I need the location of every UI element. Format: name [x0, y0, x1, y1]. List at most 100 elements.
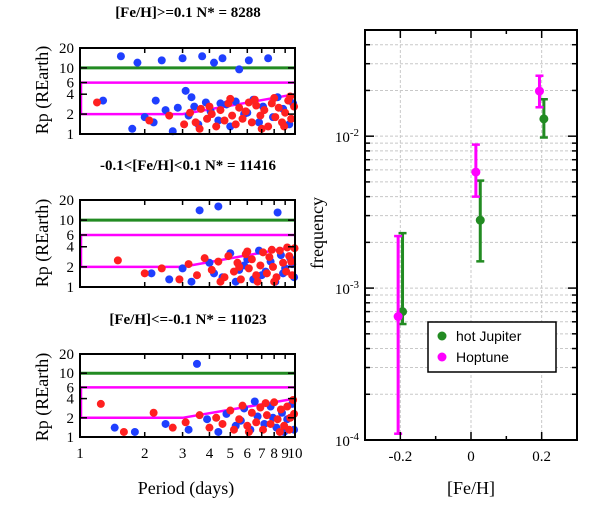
y-tick-label: 4	[67, 240, 75, 256]
blue-planet-point	[110, 423, 119, 432]
blue-planet-point	[161, 419, 170, 428]
y-tick-label: 1	[67, 127, 75, 143]
blue-planet-point	[203, 415, 212, 424]
panel-title: [Fe/H]>=0.1 N* = 8288	[115, 5, 261, 21]
red-planet-point	[218, 419, 227, 428]
red-planet-point	[270, 277, 279, 286]
blue-planet-point	[178, 264, 187, 273]
x-tick-label: 10	[288, 446, 303, 462]
red-planet-point	[260, 106, 269, 115]
red-planet-point	[235, 103, 244, 112]
hoptune-point	[393, 312, 403, 322]
x-tick-label: 9	[281, 446, 289, 462]
y-tick-label: 2	[67, 411, 75, 427]
red-planet-point	[276, 405, 285, 414]
blue-planet-point	[190, 102, 199, 111]
red-planet-point	[229, 425, 238, 434]
blue-planet-point	[264, 54, 273, 63]
red-planet-point	[256, 261, 265, 270]
red-planet-point	[220, 116, 229, 125]
x-tick-label: -0.2	[388, 449, 412, 465]
red-planet-point	[226, 406, 235, 415]
blue-planet-point	[216, 99, 225, 108]
blue-planet-point	[133, 58, 142, 67]
y-tick-label: 2	[67, 260, 75, 276]
red-planet-point	[281, 108, 290, 117]
red-planet-point	[267, 245, 276, 254]
x-tick-label: 3	[179, 446, 187, 462]
red-planet-point	[96, 399, 105, 408]
panel-title: -0.1<[Fe/H]<0.1 N* = 11416	[100, 158, 277, 174]
red-planet-point	[229, 267, 238, 276]
blue-planet-point	[99, 96, 108, 105]
blue-planet-point	[214, 427, 223, 436]
red-planet-point	[212, 413, 221, 422]
plot-frame	[79, 353, 296, 438]
red-planet-point	[205, 102, 214, 111]
x-axis-label: [Fe/H]	[447, 478, 495, 498]
y-axis-label: frequency	[307, 197, 327, 269]
red-planet-point	[264, 122, 273, 131]
red-planet-point	[181, 418, 190, 427]
y-tick-label: 6	[67, 380, 75, 396]
blue-planet-point	[157, 56, 166, 65]
y-axis-label: Rp (REarth)	[32, 353, 53, 441]
red-planet-point	[259, 425, 268, 434]
red-planet-point	[195, 411, 204, 420]
legend: hot Jupiter Hoptune	[427, 321, 557, 373]
blue-planet-point	[184, 425, 193, 434]
red-planet-point	[212, 122, 221, 131]
blue-planet-point	[214, 202, 223, 211]
y-tick-label: 10	[59, 366, 74, 382]
x-tick-label: 1	[76, 446, 84, 462]
red-planet-point	[191, 118, 200, 127]
hot-jupiter-point	[475, 215, 485, 225]
y-tick-label: 2	[67, 107, 75, 123]
red-planet-point	[274, 103, 283, 112]
x-tick-label: 0.2	[532, 449, 551, 465]
x-tick-label: 5	[227, 446, 235, 462]
red-planet-point	[238, 114, 247, 123]
y-axis-label: Rp (REarth)	[32, 46, 53, 134]
red-planet-point	[280, 122, 289, 131]
blue-planet-point	[250, 397, 259, 406]
y-tick-label: 6	[67, 228, 75, 244]
red-planet-point	[119, 427, 128, 436]
red-planet-point	[93, 98, 102, 107]
y-tick-label: 20	[59, 193, 74, 209]
red-planet-point	[231, 120, 240, 129]
x-tick-label: 6	[244, 446, 252, 462]
blue-planet-point	[187, 93, 196, 102]
legend-marker-hoptune	[437, 352, 447, 362]
blue-planet-point	[192, 359, 201, 368]
red-planet-point	[175, 275, 184, 284]
red-planet-point	[273, 415, 282, 424]
blue-planet-point	[235, 65, 244, 74]
red-planet-point	[184, 260, 193, 269]
y-tick-label: 4	[67, 87, 75, 103]
x-tick-label: 7	[258, 446, 266, 462]
red-planet-point	[157, 264, 166, 273]
red-planet-point	[262, 411, 271, 420]
blue-planet-point	[116, 52, 125, 61]
legend-marker-hot-jupiter	[437, 331, 447, 341]
red-planet-point	[186, 108, 195, 117]
x-tick-label: 2	[141, 446, 149, 462]
blue-planet-point	[198, 52, 207, 61]
red-planet-point	[149, 408, 158, 417]
y-tick-label: 20	[59, 41, 74, 57]
red-planet-point	[195, 124, 204, 133]
red-planet-point	[196, 104, 205, 113]
red-planet-point	[256, 403, 265, 412]
y-axis-label: Rp (REarth)	[32, 199, 53, 287]
x-axis-label: Period (days)	[138, 478, 234, 499]
legend-label-hot-jupiter: hot Jupiter	[456, 328, 522, 344]
y-tick-label: 1	[67, 430, 75, 446]
red-planet-point	[259, 248, 268, 257]
legend-label-hoptune: Hoptune	[456, 349, 509, 365]
red-planet-point	[113, 256, 122, 265]
red-planet-point	[235, 415, 244, 424]
blue-planet-point	[151, 96, 160, 105]
